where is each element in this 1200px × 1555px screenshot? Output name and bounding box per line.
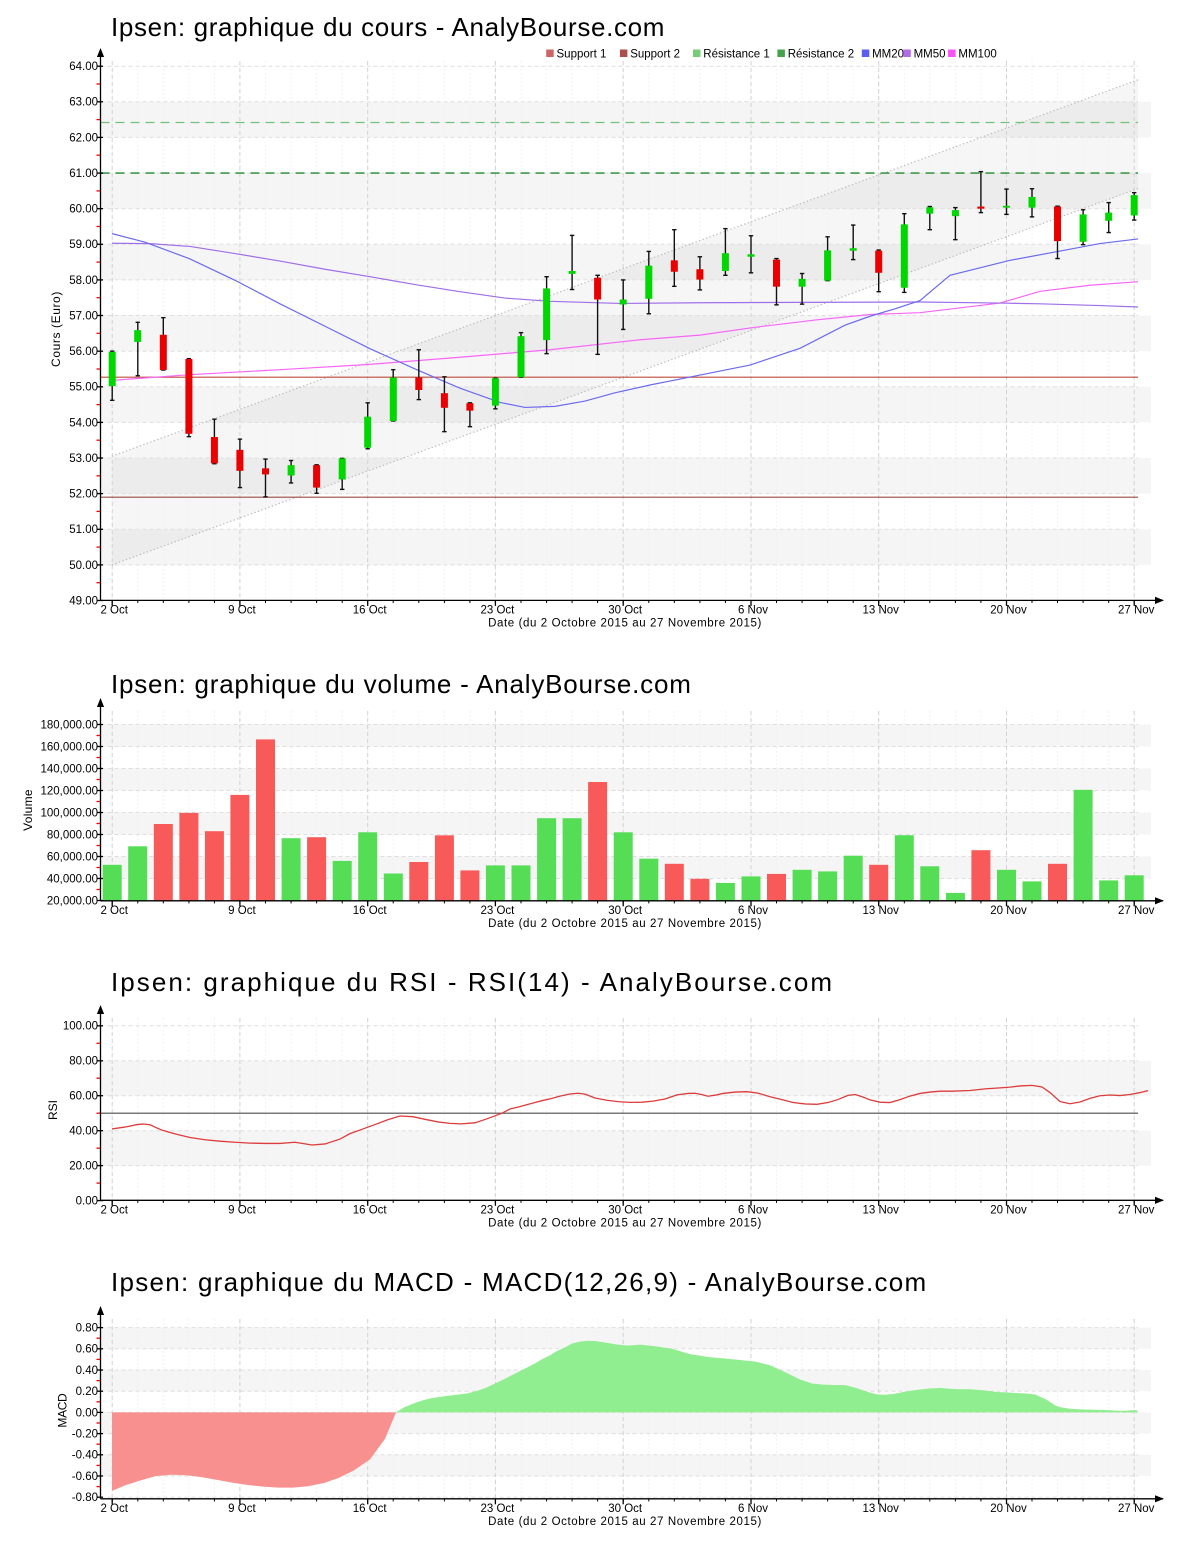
svg-text:59.00: 59.00: [69, 239, 98, 251]
svg-text:2 Oct: 2 Oct: [100, 605, 128, 617]
svg-text:0.00: 0.00: [76, 1407, 98, 1419]
svg-text:Ipsen: graphique du volume - A: Ipsen: graphique du volume - AnalyBourse…: [111, 669, 692, 699]
svg-text:64.00: 64.00: [69, 61, 98, 73]
svg-text:20.00: 20.00: [69, 1161, 98, 1173]
svg-text:60.00: 60.00: [69, 204, 98, 216]
svg-text:9 Oct: 9 Oct: [228, 1205, 256, 1217]
svg-text:Volume: Volume: [21, 789, 35, 831]
svg-text:30 Oct: 30 Oct: [608, 905, 643, 917]
svg-text:53.00: 53.00: [69, 453, 98, 465]
svg-text:Résistance 1: Résistance 1: [703, 49, 769, 61]
svg-text:13 Nov: 13 Nov: [862, 905, 899, 917]
svg-text:0.20: 0.20: [76, 1386, 98, 1398]
svg-text:6 Nov: 6 Nov: [738, 1503, 768, 1515]
svg-text:13 Nov: 13 Nov: [862, 605, 899, 617]
svg-text:80,000.00: 80,000.00: [47, 829, 98, 841]
svg-text:RSI: RSI: [46, 1100, 60, 1120]
svg-text:40,000.00: 40,000.00: [47, 873, 98, 885]
svg-text:Support 1: Support 1: [557, 49, 607, 61]
svg-text:6 Nov: 6 Nov: [738, 1205, 768, 1217]
svg-text:140,000.00: 140,000.00: [40, 763, 98, 775]
svg-text:-0.80: -0.80: [72, 1492, 98, 1504]
svg-text:13 Nov: 13 Nov: [862, 1503, 899, 1515]
svg-text:Date (du 2 Octobre 2015 au 27: Date (du 2 Octobre 2015 au 27 Novembre 2…: [488, 918, 762, 930]
svg-text:58.00: 58.00: [69, 275, 98, 287]
svg-text:160,000.00: 160,000.00: [40, 741, 98, 753]
svg-text:16 Oct: 16 Oct: [353, 605, 388, 617]
svg-text:27 Nov: 27 Nov: [1118, 1205, 1155, 1217]
svg-text:Date (du 2 Octobre 2015 au 27: Date (du 2 Octobre 2015 au 27 Novembre 2…: [488, 1218, 762, 1230]
svg-text:Ipsen: graphique du MACD - MAC: Ipsen: graphique du MACD - MACD(12,26,9)…: [111, 1267, 927, 1297]
svg-text:30 Oct: 30 Oct: [608, 1503, 643, 1515]
svg-text:Date (du 2 Octobre 2015 au 27: Date (du 2 Octobre 2015 au 27 Novembre 2…: [488, 618, 762, 630]
svg-text:9 Oct: 9 Oct: [228, 605, 256, 617]
svg-text:0.80: 0.80: [76, 1323, 98, 1335]
svg-text:52.00: 52.00: [69, 489, 98, 501]
svg-text:80.00: 80.00: [69, 1056, 98, 1068]
svg-text:49.00: 49.00: [69, 595, 98, 607]
svg-text:-0.60: -0.60: [72, 1471, 98, 1483]
svg-text:50.00: 50.00: [69, 560, 98, 572]
svg-text:27 Nov: 27 Nov: [1118, 1503, 1155, 1515]
svg-text:23 Oct: 23 Oct: [480, 1503, 515, 1515]
svg-text:30 Oct: 30 Oct: [608, 605, 643, 617]
svg-text:6 Nov: 6 Nov: [738, 905, 768, 917]
svg-text:2 Oct: 2 Oct: [100, 1503, 128, 1515]
svg-text:MM50: MM50: [914, 49, 946, 61]
svg-text:180,000.00: 180,000.00: [40, 719, 98, 731]
svg-text:60.00: 60.00: [69, 1091, 98, 1103]
svg-text:16 Oct: 16 Oct: [353, 1205, 388, 1217]
svg-text:20 Nov: 20 Nov: [990, 1503, 1027, 1515]
svg-text:Ipsen: graphique du cours - An: Ipsen: graphique du cours - AnalyBourse.…: [111, 12, 665, 42]
svg-text:0.60: 0.60: [76, 1344, 98, 1356]
svg-text:Date (du 2 Octobre 2015 au 27: Date (du 2 Octobre 2015 au 27 Novembre 2…: [488, 1516, 762, 1528]
svg-text:MM20: MM20: [872, 49, 904, 61]
svg-text:Ipsen: graphique du RSI - RSI(: Ipsen: graphique du RSI - RSI(14) - Anal…: [111, 967, 834, 997]
svg-text:23 Oct: 23 Oct: [480, 605, 515, 617]
svg-text:27 Nov: 27 Nov: [1118, 905, 1155, 917]
svg-text:40.00: 40.00: [69, 1126, 98, 1138]
svg-text:56.00: 56.00: [69, 346, 98, 358]
svg-text:9 Oct: 9 Oct: [228, 1503, 256, 1515]
svg-text:23 Oct: 23 Oct: [480, 905, 515, 917]
svg-text:20 Nov: 20 Nov: [990, 605, 1027, 617]
svg-text:0.00: 0.00: [76, 1196, 98, 1208]
svg-text:13 Nov: 13 Nov: [862, 1205, 899, 1217]
svg-text:2 Oct: 2 Oct: [100, 1205, 128, 1217]
svg-text:55.00: 55.00: [69, 382, 98, 394]
svg-text:120,000.00: 120,000.00: [40, 785, 98, 797]
svg-text:Support 2: Support 2: [630, 49, 680, 61]
svg-text:MM100: MM100: [958, 49, 996, 61]
svg-text:6 Nov: 6 Nov: [738, 605, 768, 617]
svg-text:51.00: 51.00: [69, 524, 98, 536]
svg-text:MACD: MACD: [55, 1393, 69, 1428]
svg-text:16 Oct: 16 Oct: [353, 905, 388, 917]
svg-text:100,000.00: 100,000.00: [40, 807, 98, 819]
svg-text:Cours (Euro): Cours (Euro): [49, 291, 63, 367]
svg-text:-0.20: -0.20: [72, 1429, 98, 1441]
svg-text:54.00: 54.00: [69, 417, 98, 429]
svg-text:20 Nov: 20 Nov: [990, 1205, 1027, 1217]
svg-text:9 Oct: 9 Oct: [228, 905, 256, 917]
svg-text:30 Oct: 30 Oct: [608, 1205, 643, 1217]
svg-text:16 Oct: 16 Oct: [353, 1503, 388, 1515]
svg-text:60,000.00: 60,000.00: [47, 851, 98, 863]
svg-text:57.00: 57.00: [69, 310, 98, 322]
svg-text:Résistance 2: Résistance 2: [788, 49, 854, 61]
svg-text:27 Nov: 27 Nov: [1118, 605, 1155, 617]
svg-text:0.40: 0.40: [76, 1365, 98, 1377]
svg-text:23 Oct: 23 Oct: [480, 1205, 515, 1217]
svg-text:2 Oct: 2 Oct: [100, 905, 128, 917]
svg-text:61.00: 61.00: [69, 168, 98, 180]
svg-text:-0.40: -0.40: [72, 1450, 98, 1462]
svg-text:20 Nov: 20 Nov: [990, 905, 1027, 917]
svg-text:100.00: 100.00: [63, 1021, 98, 1033]
svg-text:20,000.00: 20,000.00: [47, 895, 98, 907]
svg-text:62.00: 62.00: [69, 132, 98, 144]
svg-text:63.00: 63.00: [69, 97, 98, 109]
